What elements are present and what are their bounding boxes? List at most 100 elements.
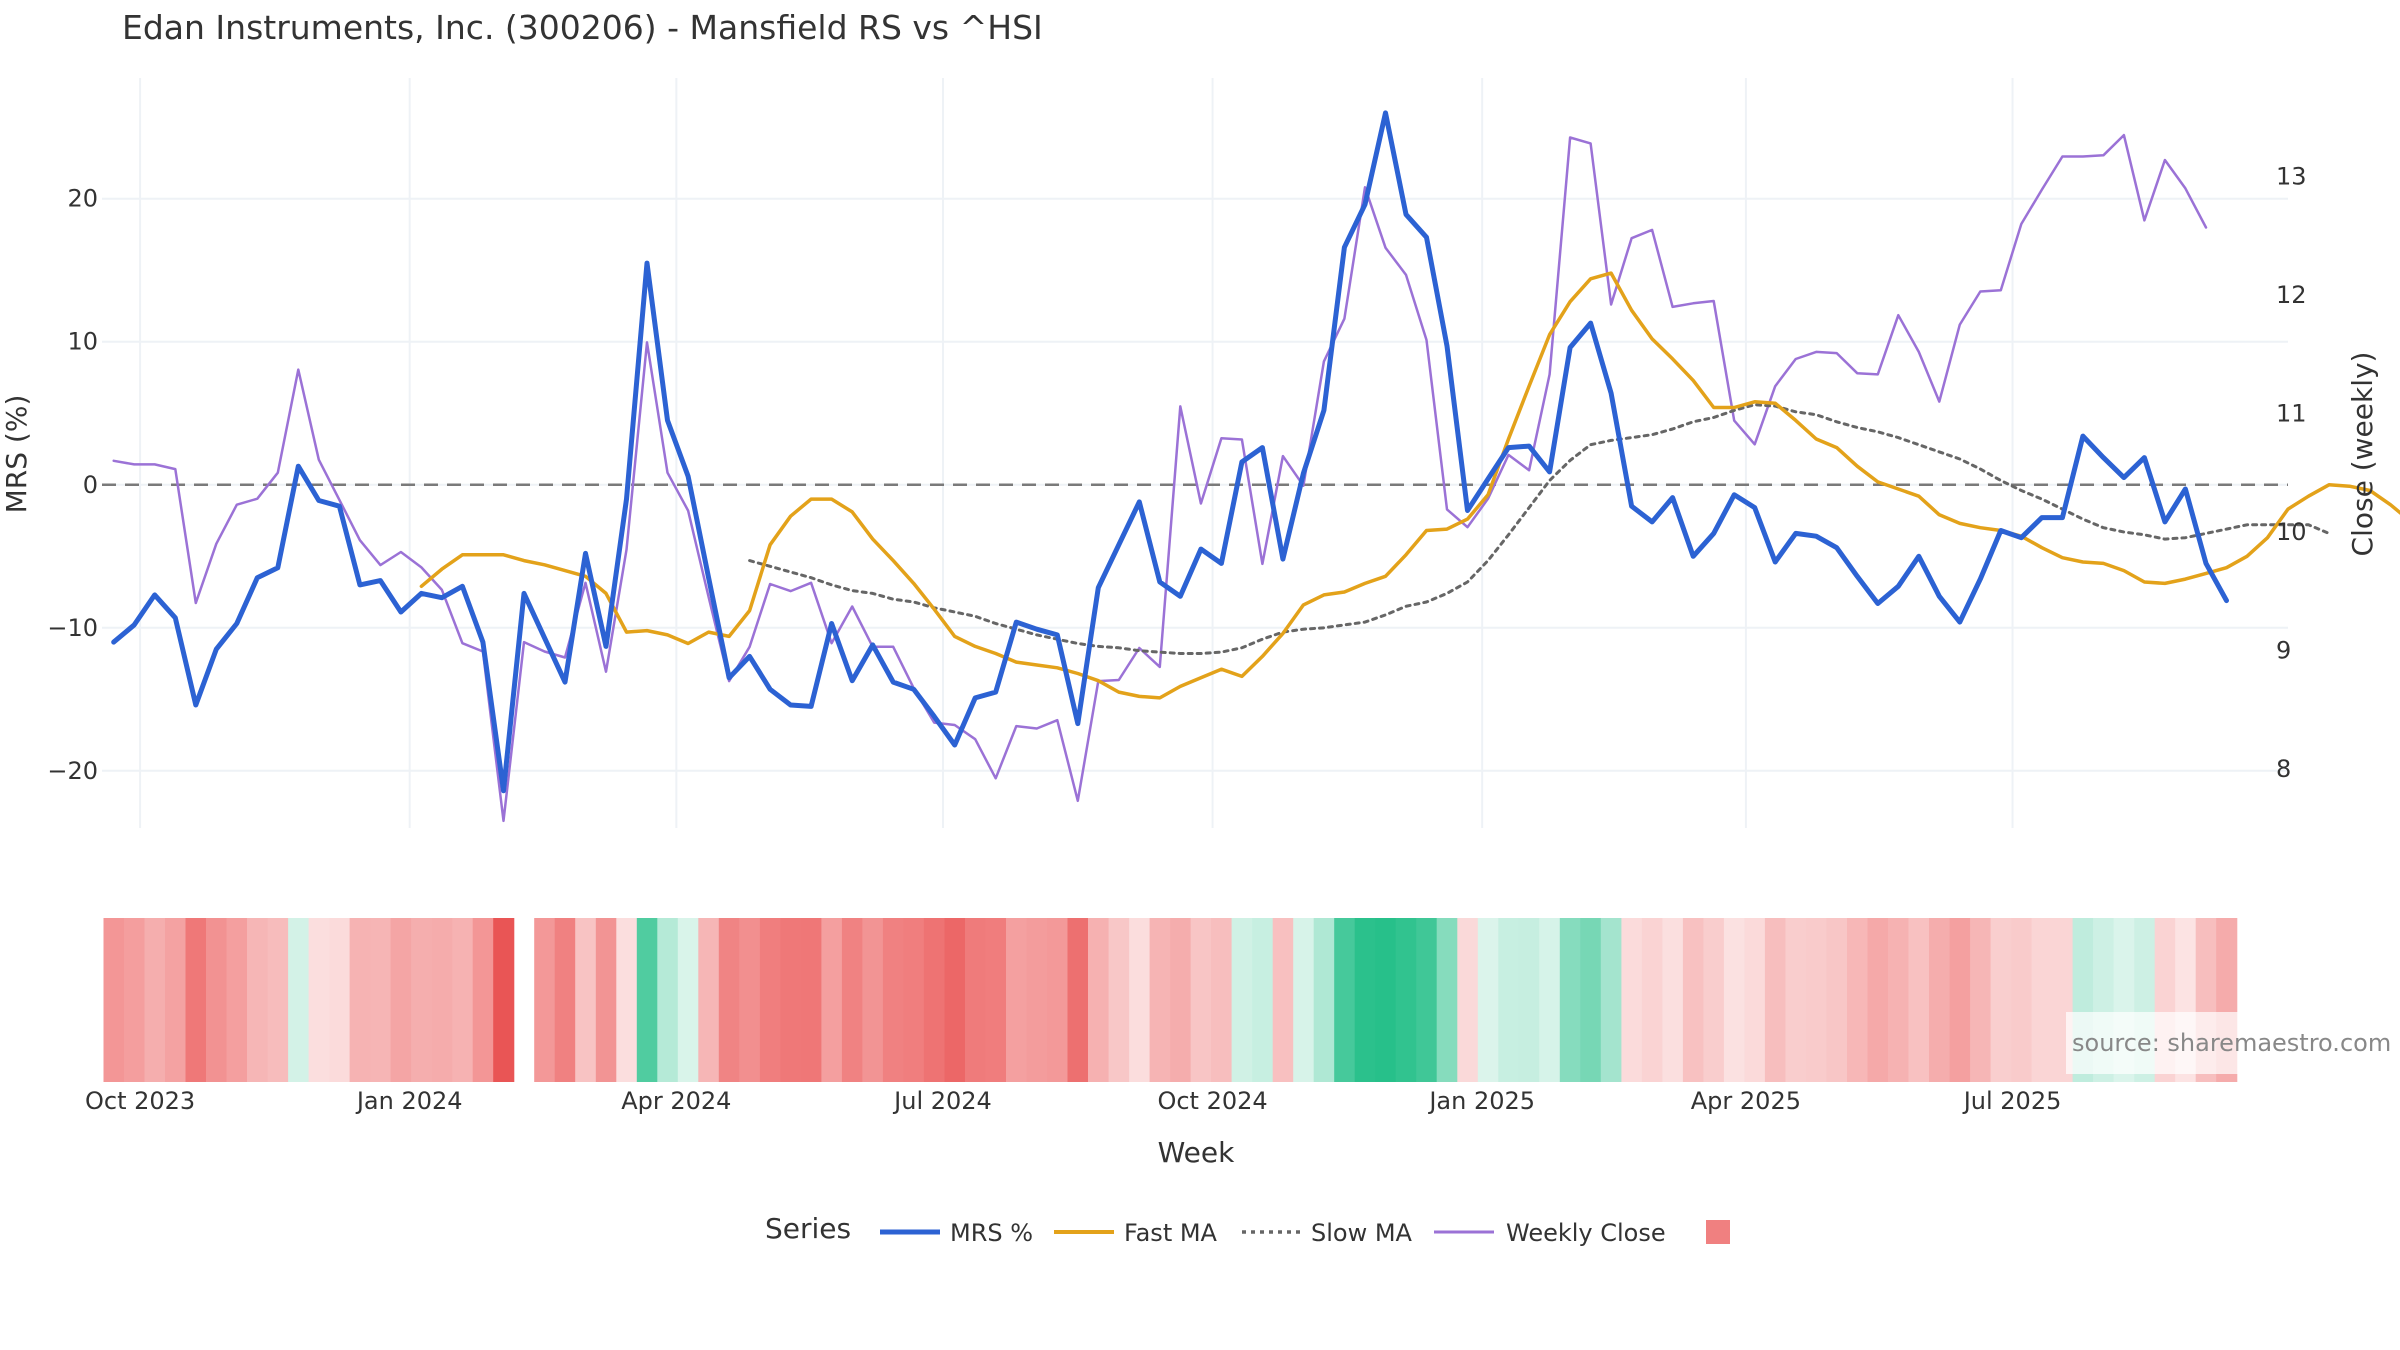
heatmap-cell xyxy=(329,918,351,1082)
x-axis-title: Week xyxy=(1158,1136,1235,1169)
heatmap-cell xyxy=(1006,918,1028,1082)
y-tick-label: −20 xyxy=(47,757,98,785)
heatmap-cell xyxy=(472,918,494,1082)
x-tick-label: Oct 2024 xyxy=(1157,1087,1267,1115)
source-label: source: sharemaestro.com xyxy=(2072,1029,2391,1057)
heatmap-cell xyxy=(308,918,330,1082)
heatmap-cell xyxy=(1539,918,1561,1082)
heatmap-cell xyxy=(534,918,556,1082)
series-layer xyxy=(111,110,2400,823)
mrs-line xyxy=(111,110,2229,794)
heatmap-cell xyxy=(1785,918,1807,1082)
heatmap-cell xyxy=(1662,918,1684,1082)
heatmap-cell xyxy=(1703,918,1725,1082)
heatmap-cell xyxy=(1682,918,1704,1082)
heatmap-cell xyxy=(1600,918,1622,1082)
heatmap-cell xyxy=(1949,918,1971,1082)
heatmap-cell xyxy=(1559,918,1581,1082)
legend: Series MRS % Fast MA Slow MA Weekly Clos… xyxy=(765,1212,1730,1247)
y2-tick-label: 11 xyxy=(2276,399,2307,427)
heatmap-cell xyxy=(1580,918,1602,1082)
heatmap-cell xyxy=(1518,918,1540,1082)
heatmap-cell xyxy=(206,918,228,1082)
heatmap-cell xyxy=(944,918,966,1082)
heatmap-cell xyxy=(1826,918,1848,1082)
heatmap-cell xyxy=(1108,918,1130,1082)
heatmap-cell xyxy=(1088,918,1110,1082)
heatmap-cell xyxy=(124,918,146,1082)
heatmap-cell xyxy=(2011,918,2033,1082)
heatmap-cell xyxy=(185,918,207,1082)
heatmap-cell xyxy=(841,918,863,1082)
heatmap-cell xyxy=(677,918,699,1082)
y2-tick-label: 9 xyxy=(2276,636,2291,664)
heatmap-cell xyxy=(1477,918,1499,1082)
heatmap-cell xyxy=(1806,918,1828,1082)
heatmap-cell xyxy=(1149,918,1171,1082)
heatmap-cell xyxy=(595,918,617,1082)
legend-label-fast-ma[interactable]: Fast MA xyxy=(1124,1219,1218,1247)
heatmap-cell xyxy=(759,918,781,1082)
heatmap-cell xyxy=(1764,918,1786,1082)
heatmap-cell xyxy=(1231,918,1253,1082)
heatmap-cell xyxy=(1847,918,1869,1082)
legend-label-mrs[interactable]: MRS % xyxy=(950,1219,1033,1247)
heatmap-cell xyxy=(800,918,822,1082)
legend-title: Series xyxy=(765,1212,851,1245)
heatmap-cell xyxy=(1929,918,1951,1082)
heatmap-cell xyxy=(923,918,945,1082)
heatmap-cell xyxy=(1888,918,1910,1082)
heatmap-strip xyxy=(103,918,2238,1082)
heatmap-cell xyxy=(1457,918,1479,1082)
tick-layer: Oct 2023 Jan 2024 Apr 2024 Jul 2024 Oct 2024… xyxy=(47,163,2306,1115)
legend-label-slow-ma[interactable]: Slow MA xyxy=(1311,1219,1413,1247)
heatmap-cell xyxy=(1313,918,1335,1082)
heatmap-cell xyxy=(1190,918,1212,1082)
source-box xyxy=(2066,1012,2400,1074)
heatmap-cell xyxy=(431,918,453,1082)
heatmap-cell xyxy=(1744,918,1766,1082)
heatmap-cell xyxy=(165,918,187,1082)
heatmap-cell xyxy=(1395,918,1417,1082)
heatmap-cell xyxy=(1272,918,1294,1082)
y2-tick-label: 12 xyxy=(2276,281,2307,309)
x-tick-label: Apr 2025 xyxy=(1691,1087,1801,1115)
heatmap-cell xyxy=(616,918,638,1082)
heatmap-cell xyxy=(1252,918,1274,1082)
heatmap-cell xyxy=(349,918,371,1082)
heatmap-cell xyxy=(1293,918,1315,1082)
heatmap-cell xyxy=(1867,918,1889,1082)
heatmap-cell xyxy=(370,918,392,1082)
x-tick-label: Jul 2025 xyxy=(1962,1087,2062,1115)
x-tick-label: Oct 2023 xyxy=(85,1087,195,1115)
heatmap-cell xyxy=(1908,918,1930,1082)
heatmap-cell xyxy=(1067,918,1089,1082)
heatmap-cell xyxy=(452,918,474,1082)
legend-swatch-heatmap[interactable] xyxy=(1706,1220,1730,1244)
heatmap-cell xyxy=(1498,918,1520,1082)
y-tick-label: 0 xyxy=(83,471,98,499)
heatmap-cell xyxy=(821,918,843,1082)
y-tick-label: −10 xyxy=(47,614,98,642)
y2-tick-label: 13 xyxy=(2276,163,2307,191)
heatmap-cell xyxy=(390,918,412,1082)
heatmap-cell xyxy=(882,918,904,1082)
heatmap-cell xyxy=(1334,918,1356,1082)
heatmap-cell xyxy=(718,918,740,1082)
y-tick-label: 10 xyxy=(67,328,98,356)
y2-axis-title: Close (weekly) xyxy=(2346,352,2379,557)
slow-ma-line xyxy=(748,403,2331,655)
y2-tick-label: 8 xyxy=(2276,755,2291,783)
heatmap-cell xyxy=(1170,918,1192,1082)
legend-label-weekly-close[interactable]: Weekly Close xyxy=(1506,1219,1666,1247)
y-tick-label: 20 xyxy=(67,185,98,213)
heatmap-cell xyxy=(288,918,310,1082)
heatmap-cell xyxy=(1026,918,1048,1082)
heatmap-cell xyxy=(1375,918,1397,1082)
heatmap-cell xyxy=(493,918,515,1082)
x-tick-label: Jul 2024 xyxy=(892,1087,992,1115)
heatmap-cell xyxy=(1723,918,1745,1082)
heatmap-cell xyxy=(1621,918,1643,1082)
heatmap-cell xyxy=(739,918,761,1082)
